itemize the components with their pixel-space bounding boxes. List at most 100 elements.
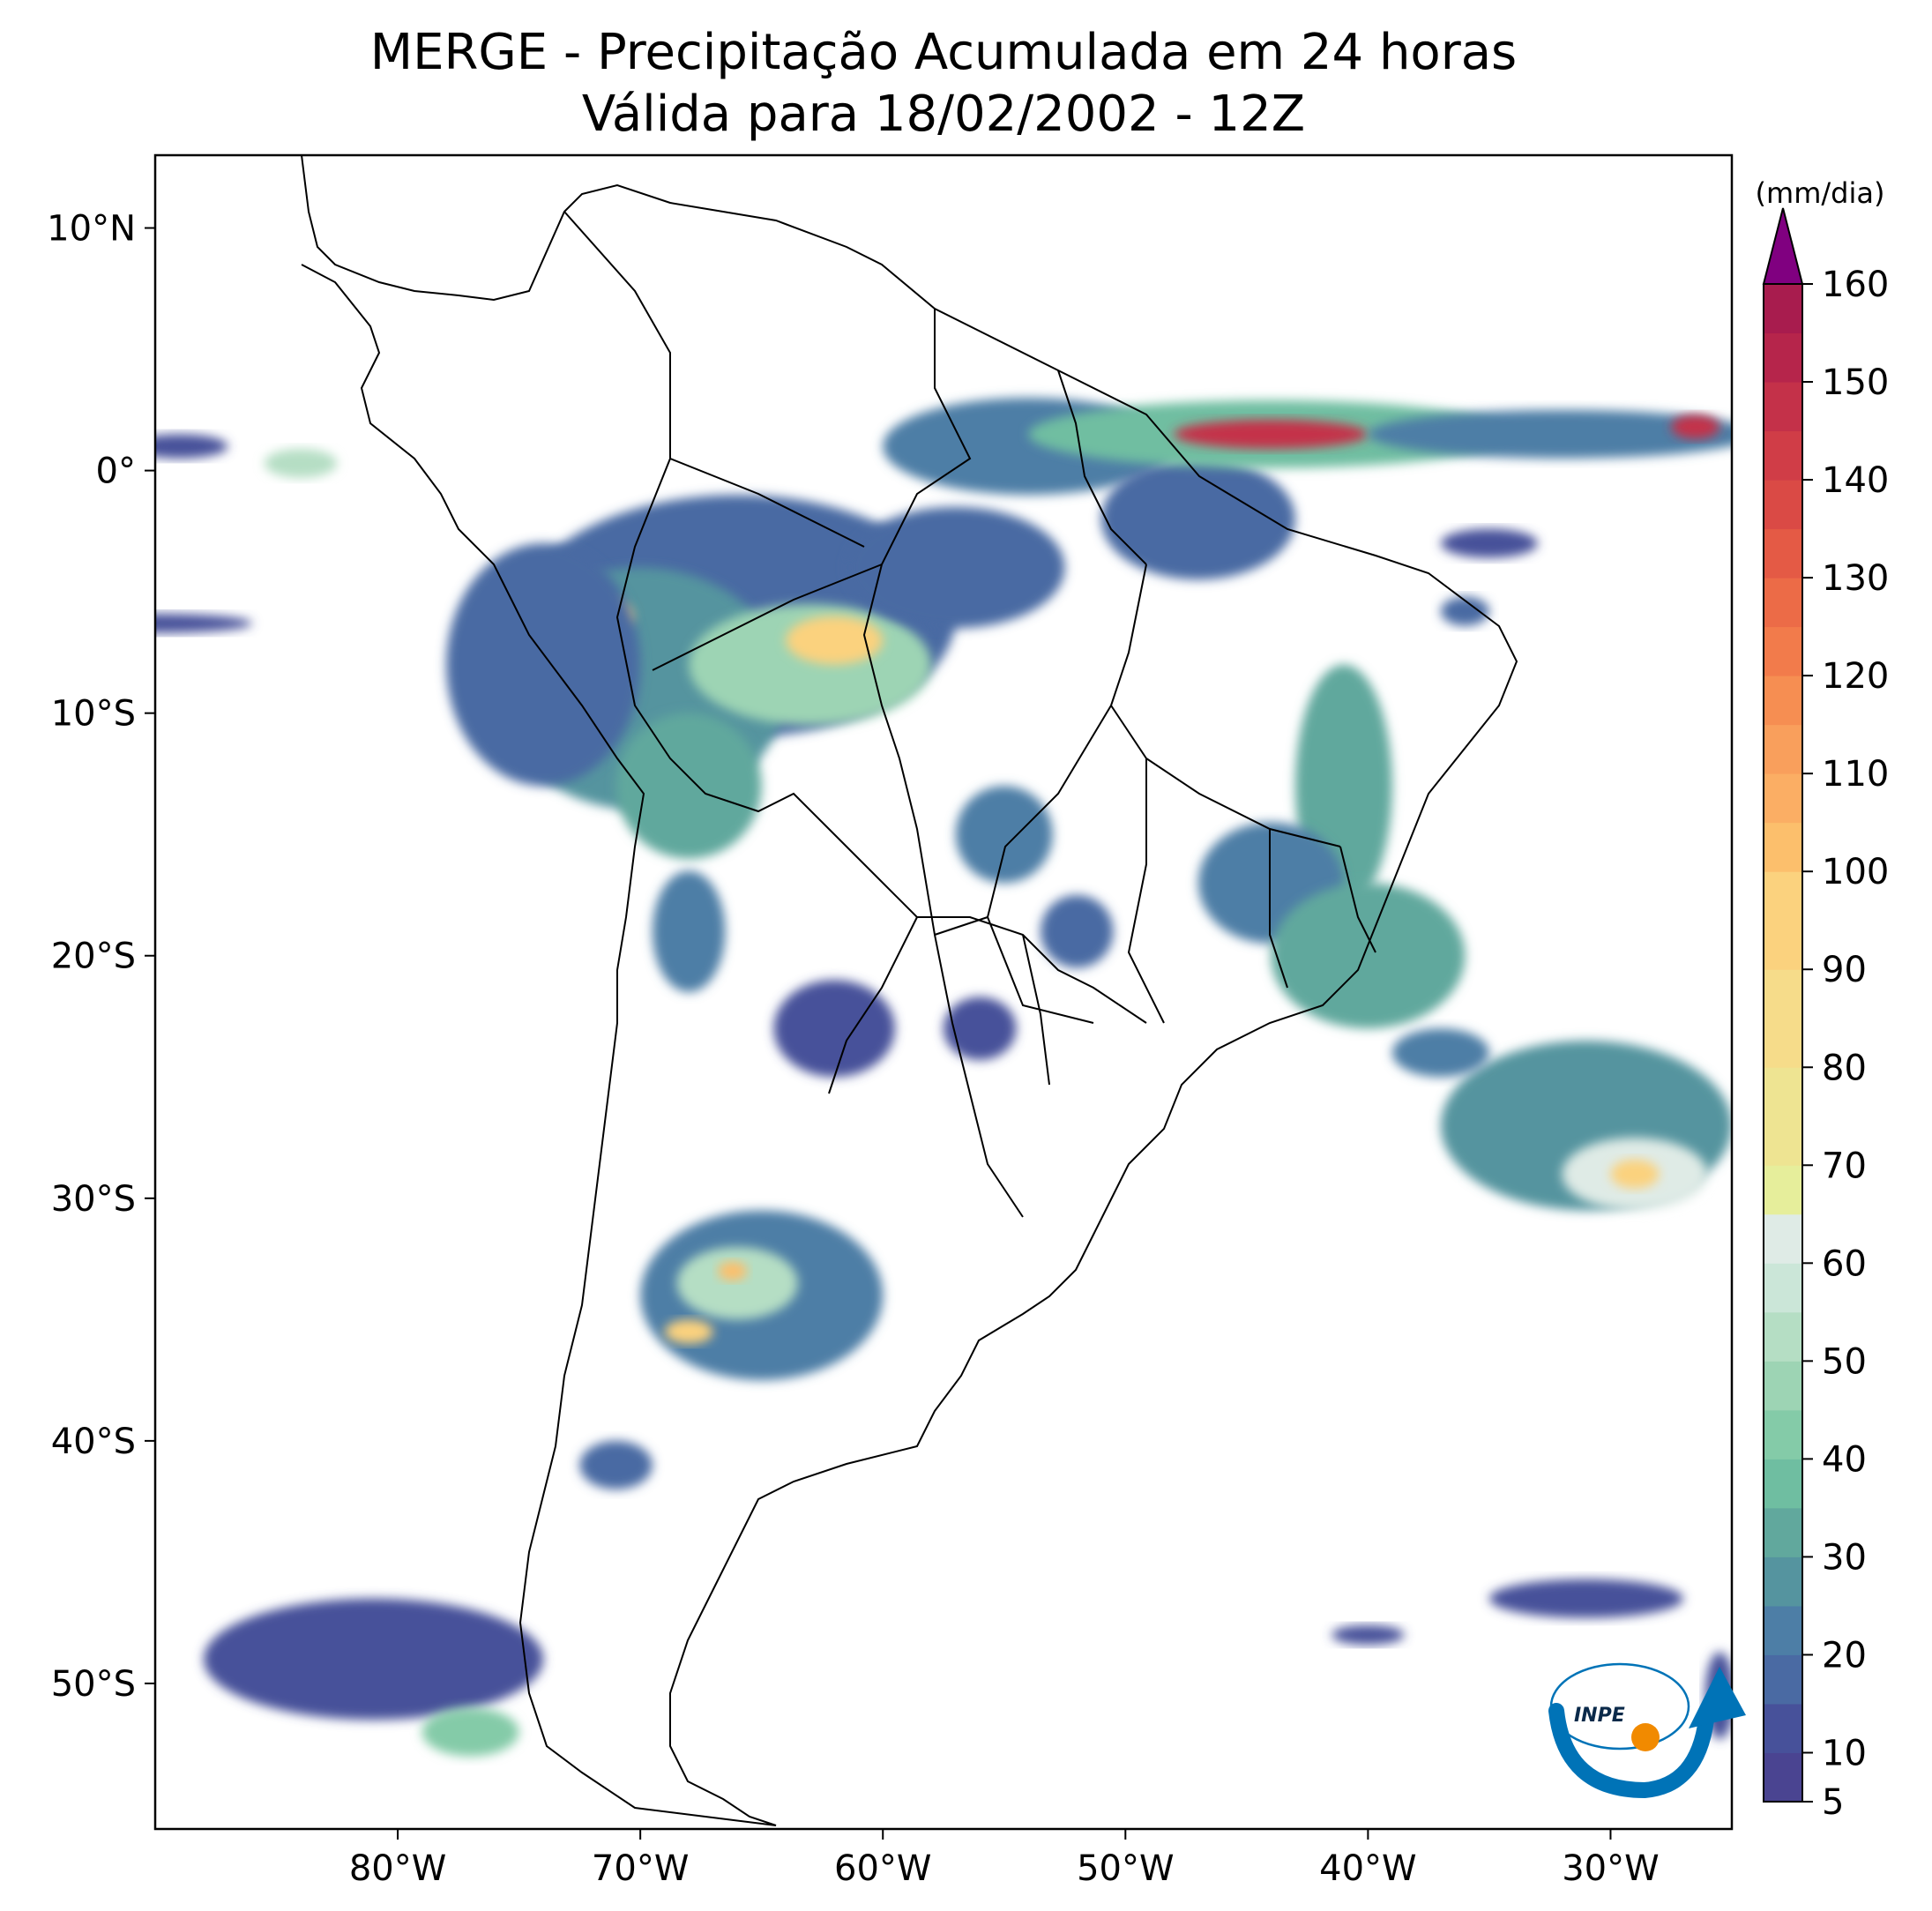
south-america-coastline [301, 155, 1518, 1826]
lat-tick-label: 10°S [51, 694, 136, 735]
inpe-logo: INPE [1548, 1662, 1746, 1799]
colorbar-tick-label: 100 [1822, 852, 1889, 892]
precip-area [615, 713, 762, 859]
colorbar-band [1764, 773, 1802, 824]
precip-area [1271, 883, 1466, 1029]
colorbar-tick-label: 130 [1822, 558, 1889, 599]
precip-area [421, 1707, 519, 1757]
precip-area [1368, 409, 1732, 459]
precip-area [846, 506, 1065, 629]
colorbar-band [1764, 1605, 1802, 1655]
colorbar-tick-label: 40 [1822, 1439, 1867, 1480]
colorbar-band [1764, 1703, 1802, 1753]
precip-area [1440, 596, 1489, 626]
colorbar-band [1764, 1507, 1802, 1557]
colorbar-band [1764, 332, 1802, 383]
lon-tick-label: 70°W [592, 1848, 689, 1889]
colorbar-band [1764, 578, 1802, 628]
precip-area [1440, 528, 1538, 558]
map-title-line-2: Válida para 18/02/2002 - 12Z [581, 86, 1306, 143]
coastline-borders [301, 155, 1518, 1826]
colorbar-tick-label: 30 [1822, 1537, 1867, 1578]
colorbar-tick-label: 110 [1822, 754, 1889, 795]
precip-area [1332, 1624, 1405, 1645]
colorbar-tick-label: 5 [1822, 1782, 1844, 1823]
colorbar-tick-label: 150 [1822, 362, 1889, 403]
map-frame [153, 153, 1734, 1831]
colorbar-band [1764, 1556, 1802, 1607]
colorbar-band [1764, 1165, 1802, 1215]
colorbar-band [1764, 1213, 1802, 1264]
colorbar-frame [1763, 283, 1803, 1803]
colorbar-tick-label: 140 [1822, 460, 1889, 501]
lon-tick-label: 60°W [834, 1848, 931, 1889]
colorbar-tick-label: 60 [1822, 1243, 1867, 1284]
lat-tick-label: 20°S [51, 937, 136, 977]
inpe-logo-text: INPE [1574, 1705, 1625, 1727]
colorbar-band [1764, 382, 1802, 432]
precipitation-layer [155, 398, 1732, 1757]
colorbar-tick-label: 160 [1822, 265, 1889, 305]
precip-area [446, 543, 641, 787]
colorbar-tick-label: 10 [1822, 1733, 1867, 1773]
lat-tick-label: 30°S [51, 1179, 136, 1220]
precip-area [1391, 1028, 1489, 1078]
precip-area [1671, 414, 1720, 439]
lat-tick-label: 50°S [51, 1664, 136, 1705]
colorbar-band [1764, 822, 1802, 872]
precip-area [955, 786, 1053, 884]
lon-tick-label: 30°W [1562, 1848, 1659, 1889]
colorbar-band [1764, 1263, 1802, 1313]
colorbar-band [1764, 480, 1802, 530]
colorbar: 5 10 20 30 40 50 60 70 80 90 100 110 120 130 140 150 160… [1756, 176, 1890, 1823]
precip-area [786, 616, 884, 665]
lon-tick-label: 80°W [349, 1848, 446, 1889]
longitude-ticks: 80°W 70°W 60°W 50°W 40°W 30°W [349, 1829, 1660, 1889]
lon-tick-label: 40°W [1319, 1848, 1416, 1889]
precip-area [1488, 1579, 1683, 1618]
colorbar-band [1764, 1361, 1802, 1411]
map-title-line-1: MERGE - Precipitação Acumulada em 24 hor… [369, 24, 1518, 81]
colorbar-tick-label: 80 [1822, 1048, 1867, 1088]
colorbar-band [1764, 528, 1802, 579]
lat-tick-label: 40°S [51, 1422, 136, 1462]
colorbar-unit-label: (mm/dia) [1756, 176, 1885, 210]
inpe-logo-sun-icon [1631, 1723, 1660, 1751]
precip-area [204, 1598, 544, 1721]
lon-tick-label: 50°W [1077, 1848, 1174, 1889]
precip-area [773, 980, 895, 1078]
precip-area [1174, 419, 1369, 449]
borders [563, 211, 1376, 1218]
colorbar-band [1764, 724, 1802, 774]
colorbar-band [1764, 1752, 1802, 1803]
inpe-logo-swoosh-icon [1548, 1703, 1714, 1799]
precip-area [264, 448, 338, 478]
colorbar-extend-arrow [1762, 207, 1804, 285]
colorbar-tick-label: 20 [1822, 1635, 1867, 1676]
colorbar-tick-label: 70 [1822, 1146, 1867, 1186]
colorbar-band [1764, 969, 1802, 1068]
precip-area [1610, 1159, 1660, 1189]
precip-area [718, 1261, 748, 1281]
colorbar-band [1764, 284, 1802, 334]
precip-area [1041, 894, 1114, 968]
colorbar-band [1764, 676, 1802, 726]
precip-area [1100, 458, 1295, 580]
colorbar-band [1764, 626, 1802, 676]
colorbar-band [1764, 871, 1802, 970]
precip-area [652, 870, 726, 992]
colorbar-tick-label: 120 [1822, 656, 1889, 697]
precip-area [155, 434, 228, 459]
lat-tick-label: 0° [96, 452, 136, 492]
colorbar-band [1764, 1311, 1802, 1362]
colorbar-band [1764, 430, 1802, 481]
latitude-ticks: 10°N 0° 10°S 20°S 30°S 40°S 50°S [47, 209, 155, 1705]
precip-area [664, 1319, 713, 1344]
colorbar-tick-label: 90 [1822, 950, 1867, 990]
colorbar-band [1764, 1654, 1802, 1705]
colorbar-band [1764, 1409, 1802, 1459]
colorbar-band [1764, 1067, 1802, 1166]
precip-area [155, 613, 252, 633]
precip-area [579, 1440, 653, 1489]
